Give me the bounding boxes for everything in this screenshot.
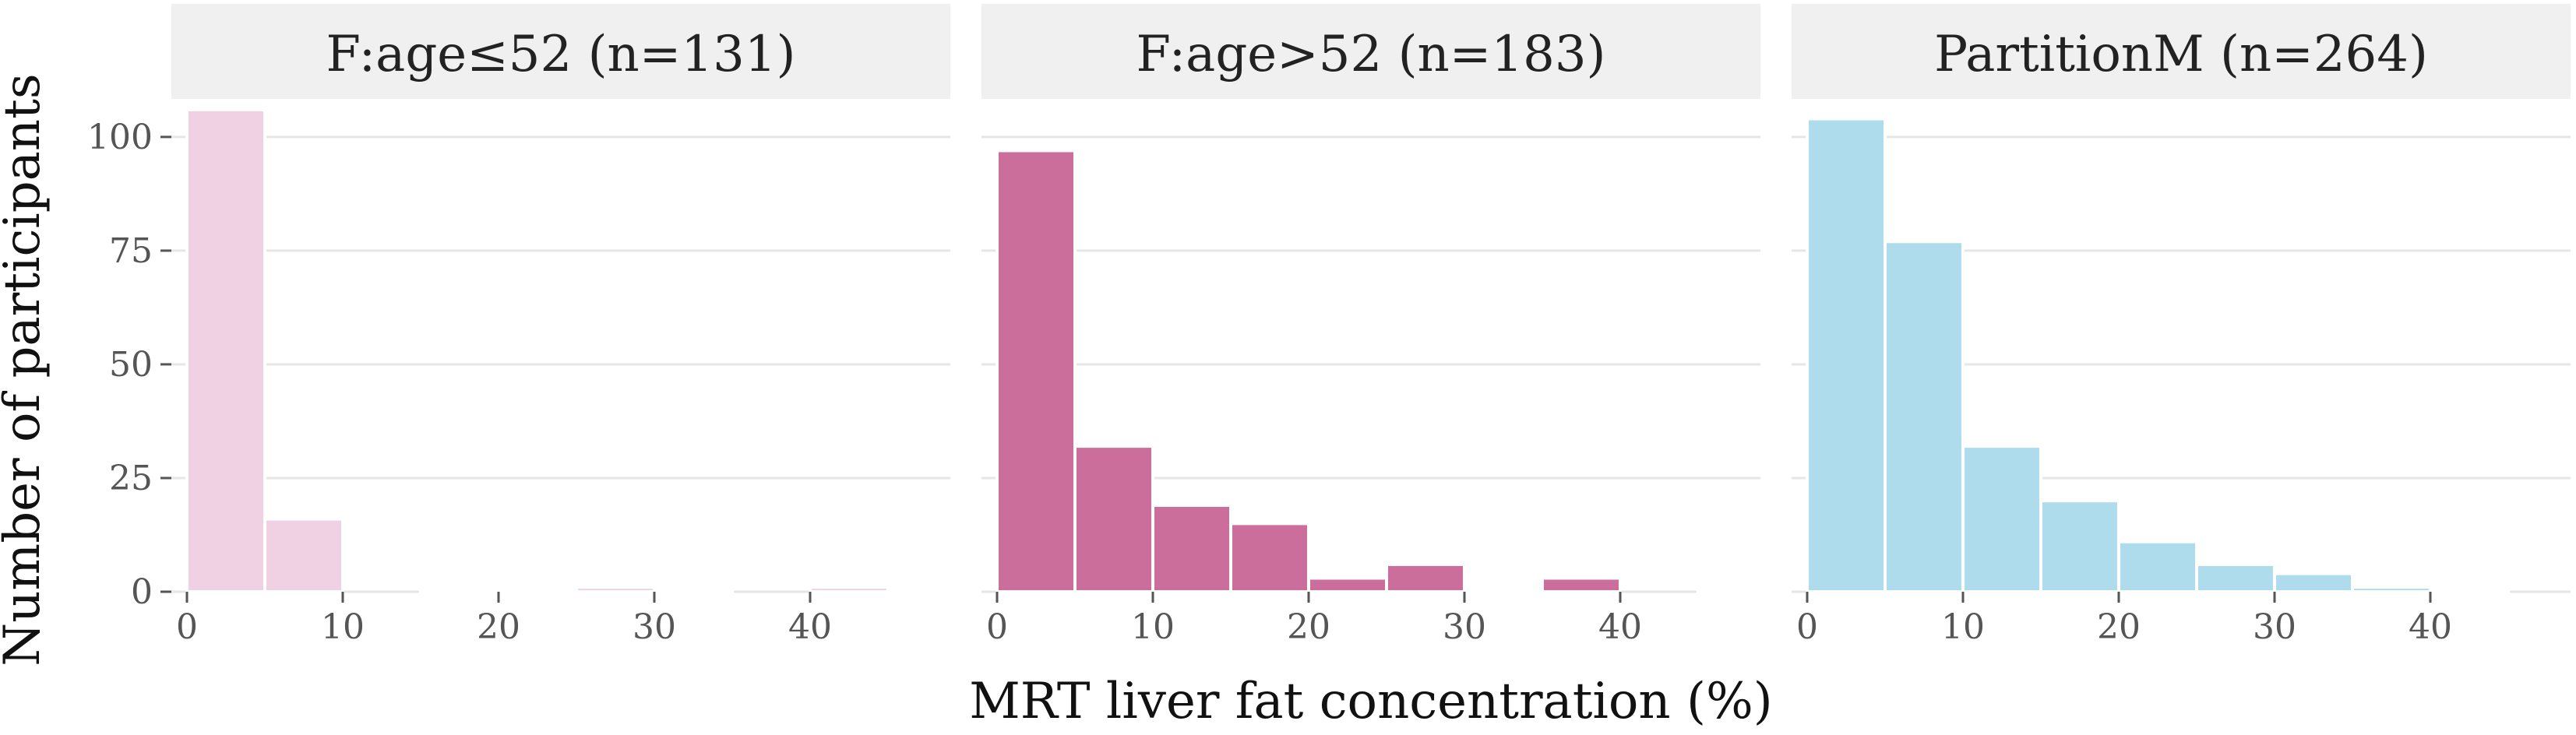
x-tick-label: 30 (1443, 607, 1486, 647)
histogram-bar (263, 517, 344, 593)
histogram-bar (996, 149, 1077, 594)
histogram-bar (1697, 588, 1778, 594)
histogram-bar (886, 588, 967, 594)
facet-panel-3: PartitionM (n=264) 0 10 20 30 40 (1792, 4, 2571, 647)
x-tick-label: 30 (2253, 607, 2296, 647)
histogram-bar (575, 586, 656, 593)
x-tick-label: 20 (477, 607, 520, 647)
x-tick-label: 10 (1941, 607, 1985, 647)
histogram-bar (2195, 562, 2276, 593)
y-tick-label: 0 (131, 572, 153, 612)
histogram-bar (185, 107, 266, 593)
x-tick-label: 20 (1287, 607, 1330, 647)
y-tick-label: 75 (109, 231, 153, 271)
x-tick-label: 0 (986, 607, 1008, 647)
histogram-bar (1307, 576, 1388, 593)
histogram-bar (2039, 499, 2120, 593)
histogram-bar (2117, 540, 2198, 594)
histogram-bar (497, 588, 578, 594)
histogram-bar (653, 588, 734, 594)
histogram-bar (1151, 504, 1232, 593)
facet-title: PartitionM (n=264) (1934, 26, 2428, 83)
facet-panel-2: F:age>52 (n=183) 0 10 20 30 40 (981, 4, 1778, 647)
histogram-bar (1463, 588, 1544, 594)
histogram-bar (2351, 586, 2432, 593)
x-tick-label: 30 (633, 607, 676, 647)
x-tick-label: 10 (1131, 607, 1175, 647)
facet-strip (981, 4, 1760, 99)
histogram-bar (809, 586, 890, 593)
facet-panel-1: F:age≤52 (n=131) 0 25 50 75 100 0 10 20 30 40 (87, 4, 967, 647)
histogram-bar (419, 588, 500, 594)
histogram-bar (1073, 445, 1154, 593)
x-tick-label: 10 (321, 607, 365, 647)
histogram-bar (1806, 117, 1887, 593)
y-tick-label: 100 (87, 118, 153, 157)
histogram-bar (1541, 576, 1622, 593)
x-tick-label: 0 (1796, 607, 1818, 647)
x-tick-label: 40 (2409, 607, 2452, 647)
facet-title: F:age≤52 (n=131) (326, 26, 795, 83)
x-tick-label: 40 (1598, 607, 1642, 647)
y-tick-label: 50 (109, 345, 153, 385)
x-tick-label: 20 (2097, 607, 2141, 647)
histogram-bar (1385, 562, 1466, 593)
x-tick-label: 0 (176, 607, 198, 647)
facet-strip (171, 4, 950, 99)
histogram-bar (1229, 522, 1310, 593)
histogram-bar (1961, 445, 2042, 593)
histogram-bar (2429, 588, 2510, 594)
y-axis-title: Number of participants (0, 73, 51, 666)
x-axis-title: MRT liver fat concentration (%) (969, 673, 1772, 730)
x-tick-label: 40 (788, 607, 832, 647)
facet-title: F:age>52 (n=183) (1136, 26, 1605, 83)
facet-strip (1792, 4, 2571, 99)
histogram-bar (1884, 240, 1965, 593)
y-tick-label: 25 (109, 459, 153, 498)
histogram-bar (2273, 571, 2354, 593)
